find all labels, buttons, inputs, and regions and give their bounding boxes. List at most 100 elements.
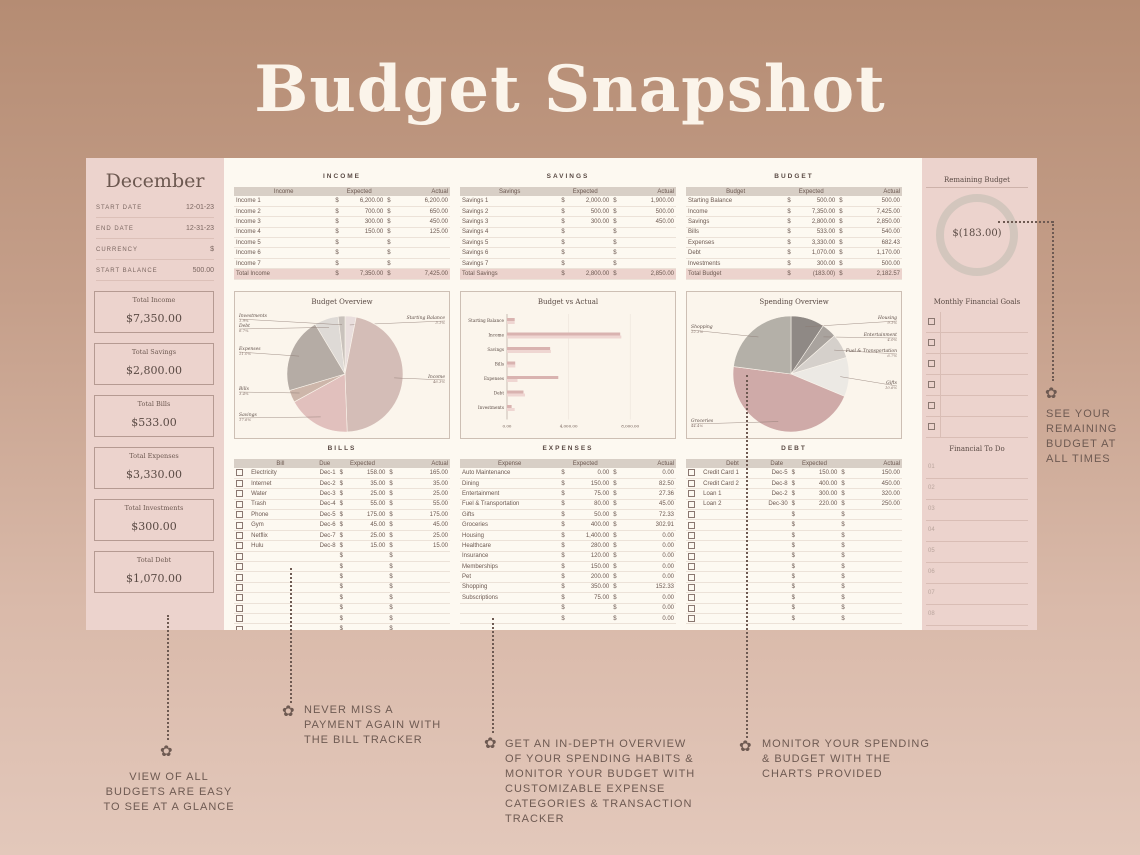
paid-checkbox[interactable] <box>688 542 695 550</box>
actual-cell[interactable]: 540.00 <box>850 227 902 239</box>
expected-cell[interactable]: 6,200.00 <box>346 196 386 207</box>
paid-checkbox[interactable] <box>688 500 695 508</box>
expected-cell[interactable] <box>346 247 386 259</box>
row-label[interactable] <box>701 551 764 563</box>
actual-cell[interactable] <box>852 519 902 531</box>
actual-cell[interactable]: 0.00 <box>624 468 676 479</box>
paid-checkbox[interactable] <box>236 615 243 623</box>
expected-cell[interactable]: 300.00 <box>346 216 386 228</box>
expected-cell[interactable]: 150.00 <box>572 478 612 490</box>
todo-row[interactable]: 08 <box>926 605 1028 626</box>
actual-cell[interactable] <box>400 603 450 614</box>
due-cell[interactable]: Dec-7 <box>311 530 338 542</box>
paid-checkbox[interactable] <box>236 521 243 529</box>
todo-row[interactable]: 06 <box>926 563 1028 584</box>
actual-cell[interactable]: 500.00 <box>624 206 676 218</box>
actual-cell[interactable]: 82.50 <box>624 478 676 490</box>
actual-cell[interactable]: 1,900.00 <box>624 196 676 207</box>
goal-row[interactable] <box>926 417 1028 438</box>
expected-cell[interactable]: 2,800.00 <box>798 216 838 228</box>
actual-cell[interactable]: 45.00 <box>400 519 450 531</box>
actual-cell[interactable]: 27.36 <box>624 488 676 500</box>
row-label[interactable] <box>701 582 764 594</box>
expected-cell[interactable] <box>802 561 840 573</box>
expected-cell[interactable] <box>802 519 840 531</box>
expected-cell[interactable] <box>802 530 840 542</box>
row-label[interactable] <box>701 561 764 573</box>
expected-cell[interactable] <box>350 571 388 583</box>
row-label[interactable] <box>460 603 560 614</box>
expected-cell[interactable]: 300.00 <box>798 258 838 270</box>
expected-cell[interactable]: 500.00 <box>572 206 612 218</box>
paid-checkbox[interactable] <box>236 563 243 571</box>
expected-cell[interactable]: 55.00 <box>350 499 388 511</box>
row-label[interactable] <box>701 509 764 521</box>
todo-row[interactable]: 07 <box>926 584 1028 605</box>
expected-cell[interactable] <box>572 258 612 270</box>
actual-cell[interactable] <box>852 509 902 521</box>
row-label[interactable]: Loan 2 <box>701 499 764 511</box>
actual-cell[interactable] <box>852 613 902 625</box>
row-label[interactable] <box>460 613 560 625</box>
due-cell[interactable] <box>311 623 338 630</box>
goal-checkbox[interactable] <box>928 423 935 430</box>
row-label[interactable]: Savings 1 <box>460 196 560 207</box>
row-label[interactable] <box>249 592 312 604</box>
row-label[interactable]: Internet <box>249 478 312 490</box>
actual-cell[interactable]: 320.00 <box>852 488 902 500</box>
actual-cell[interactable]: 2,850.00 <box>850 216 902 228</box>
actual-cell[interactable]: 7,425.00 <box>850 206 902 218</box>
due-cell[interactable]: Dec-8 <box>311 540 338 552</box>
expected-cell[interactable]: 220.00 <box>802 499 840 511</box>
due-cell[interactable] <box>311 582 338 594</box>
actual-cell[interactable] <box>624 247 676 259</box>
actual-cell[interactable] <box>400 592 450 604</box>
due-cell[interactable] <box>763 509 790 521</box>
row-label[interactable]: Subscriptions <box>460 592 560 604</box>
expected-cell[interactable]: 80.00 <box>572 499 612 511</box>
paid-checkbox[interactable] <box>688 552 695 560</box>
due-cell[interactable] <box>763 540 790 552</box>
row-label[interactable]: Savings 2 <box>460 206 560 218</box>
goal-row[interactable] <box>926 312 1028 333</box>
row-label[interactable]: Savings 7 <box>460 258 560 270</box>
actual-cell[interactable] <box>400 623 450 630</box>
actual-cell[interactable]: 450.00 <box>852 478 902 490</box>
row-label[interactable] <box>249 603 312 614</box>
row-label[interactable]: Phone <box>249 509 312 521</box>
actual-cell[interactable]: 45.00 <box>624 499 676 511</box>
expected-cell[interactable]: 75.00 <box>572 488 612 500</box>
actual-cell[interactable]: 152.33 <box>624 582 676 594</box>
row-label[interactable] <box>701 613 764 625</box>
expected-cell[interactable] <box>802 571 840 583</box>
actual-cell[interactable]: 35.00 <box>400 478 450 490</box>
row-label[interactable]: Income 2 <box>234 206 334 218</box>
expected-cell[interactable] <box>350 623 388 630</box>
row-label[interactable]: Trash <box>249 499 312 511</box>
expected-cell[interactable]: 35.00 <box>350 478 388 490</box>
expected-cell[interactable] <box>350 551 388 563</box>
paid-checkbox[interactable] <box>688 594 695 602</box>
due-cell[interactable] <box>311 592 338 604</box>
row-label[interactable]: Savings 5 <box>460 237 560 249</box>
due-cell[interactable] <box>763 519 790 531</box>
actual-cell[interactable]: 0.00 <box>624 540 676 552</box>
actual-cell[interactable]: 0.00 <box>624 551 676 563</box>
actual-cell[interactable]: 25.00 <box>400 488 450 500</box>
expected-cell[interactable]: 15.00 <box>350 540 388 552</box>
actual-cell[interactable]: 450.00 <box>624 216 676 228</box>
expected-cell[interactable]: 350.00 <box>572 582 612 594</box>
row-label[interactable]: Pet <box>460 571 560 583</box>
row-label[interactable]: Savings <box>686 216 786 228</box>
actual-cell[interactable]: 250.00 <box>852 499 902 511</box>
actual-cell[interactable] <box>852 592 902 604</box>
expected-cell[interactable]: 25.00 <box>350 530 388 542</box>
expected-cell[interactable] <box>802 509 840 521</box>
expected-cell[interactable] <box>350 582 388 594</box>
row-label[interactable]: Investments <box>686 258 786 270</box>
row-label[interactable]: Income <box>686 206 786 218</box>
row-label[interactable]: Dining <box>460 478 560 490</box>
actual-cell[interactable] <box>398 247 450 259</box>
row-label[interactable] <box>701 540 764 552</box>
paid-checkbox[interactable] <box>688 490 695 498</box>
